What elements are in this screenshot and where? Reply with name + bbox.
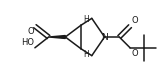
Text: H: H (83, 15, 89, 24)
Text: O: O (131, 16, 138, 25)
Text: H: H (83, 50, 89, 59)
Polygon shape (49, 36, 65, 38)
Text: N: N (101, 32, 108, 42)
Text: HO: HO (21, 38, 34, 47)
Text: O: O (131, 49, 138, 58)
Text: O: O (27, 27, 34, 36)
